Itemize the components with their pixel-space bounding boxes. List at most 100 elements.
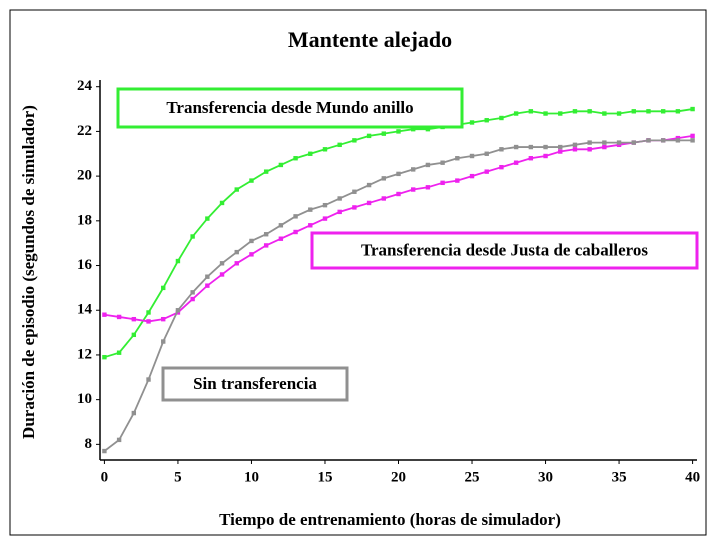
legend-label: Sin transferencia [193,374,317,393]
point [572,142,578,148]
point [337,196,342,201]
point [219,261,225,266]
point [675,135,681,141]
frame [9,9,707,536]
point [116,437,122,443]
chart-title: Mantente alejado [288,27,452,52]
point [484,169,489,174]
y-tick-label: 8 [85,436,93,452]
point [690,138,695,143]
point [131,410,137,416]
point [381,196,386,201]
x-tick-label: 30 [538,469,553,485]
point [190,290,195,295]
point [234,261,239,266]
point [411,126,416,132]
point [337,209,342,215]
y-tick-label: 22 [77,123,92,139]
point [499,147,504,152]
point [102,448,107,454]
point [234,187,239,192]
point [396,191,401,197]
y-tick-label: 20 [77,168,92,184]
point [249,252,254,257]
point [263,169,269,174]
point [366,200,372,206]
x-tick-label: 40 [685,469,700,485]
point [558,149,563,154]
point [102,354,107,360]
point [602,144,607,150]
point [322,216,328,221]
y-tick-label: 18 [77,212,92,228]
point [425,126,431,132]
point [528,144,534,150]
point [543,111,548,116]
point [205,216,210,221]
point [116,350,122,355]
point [616,111,622,116]
x-tick-label: 5 [174,469,182,485]
point [161,339,166,344]
point [455,178,460,183]
x-tick-label: 15 [317,469,332,485]
point [558,144,563,150]
point [366,182,372,188]
point [322,147,328,152]
y-tick-label: 24 [77,78,93,94]
point [646,138,651,143]
y-tick-label: 10 [77,391,92,407]
point [293,229,298,235]
y-tick-label: 16 [77,257,93,273]
point [161,316,166,322]
point [484,118,489,123]
point [484,151,489,156]
point [278,162,284,168]
point [528,109,534,114]
point [499,164,504,170]
point [469,153,475,159]
point [146,310,151,315]
point [102,312,107,317]
point [263,232,269,237]
point [411,187,416,192]
point [219,200,225,206]
point [190,234,195,239]
point [675,138,681,143]
point [646,109,651,114]
point [219,272,225,277]
x-tick-label: 0 [101,469,109,485]
point [175,310,181,315]
point [352,138,357,143]
point [660,109,666,114]
point [587,109,592,114]
legend-box [310,231,699,270]
point [308,207,313,212]
y-tick-label: 14 [77,302,93,318]
point [263,243,269,248]
point [322,202,328,208]
point [602,140,607,145]
point [278,236,284,241]
point [513,160,519,165]
point [587,147,592,152]
point [572,109,578,114]
point [513,144,519,150]
x-tick-label: 20 [391,469,406,485]
point [587,140,592,145]
point [602,111,607,116]
point [337,142,342,148]
point [116,314,122,320]
point [543,144,548,150]
point [455,156,460,161]
point [616,140,622,145]
point [543,153,548,159]
point [293,214,298,219]
point [425,185,431,190]
point [396,129,401,134]
point [690,133,695,139]
point [660,138,666,143]
point [308,151,313,156]
point [205,283,210,288]
